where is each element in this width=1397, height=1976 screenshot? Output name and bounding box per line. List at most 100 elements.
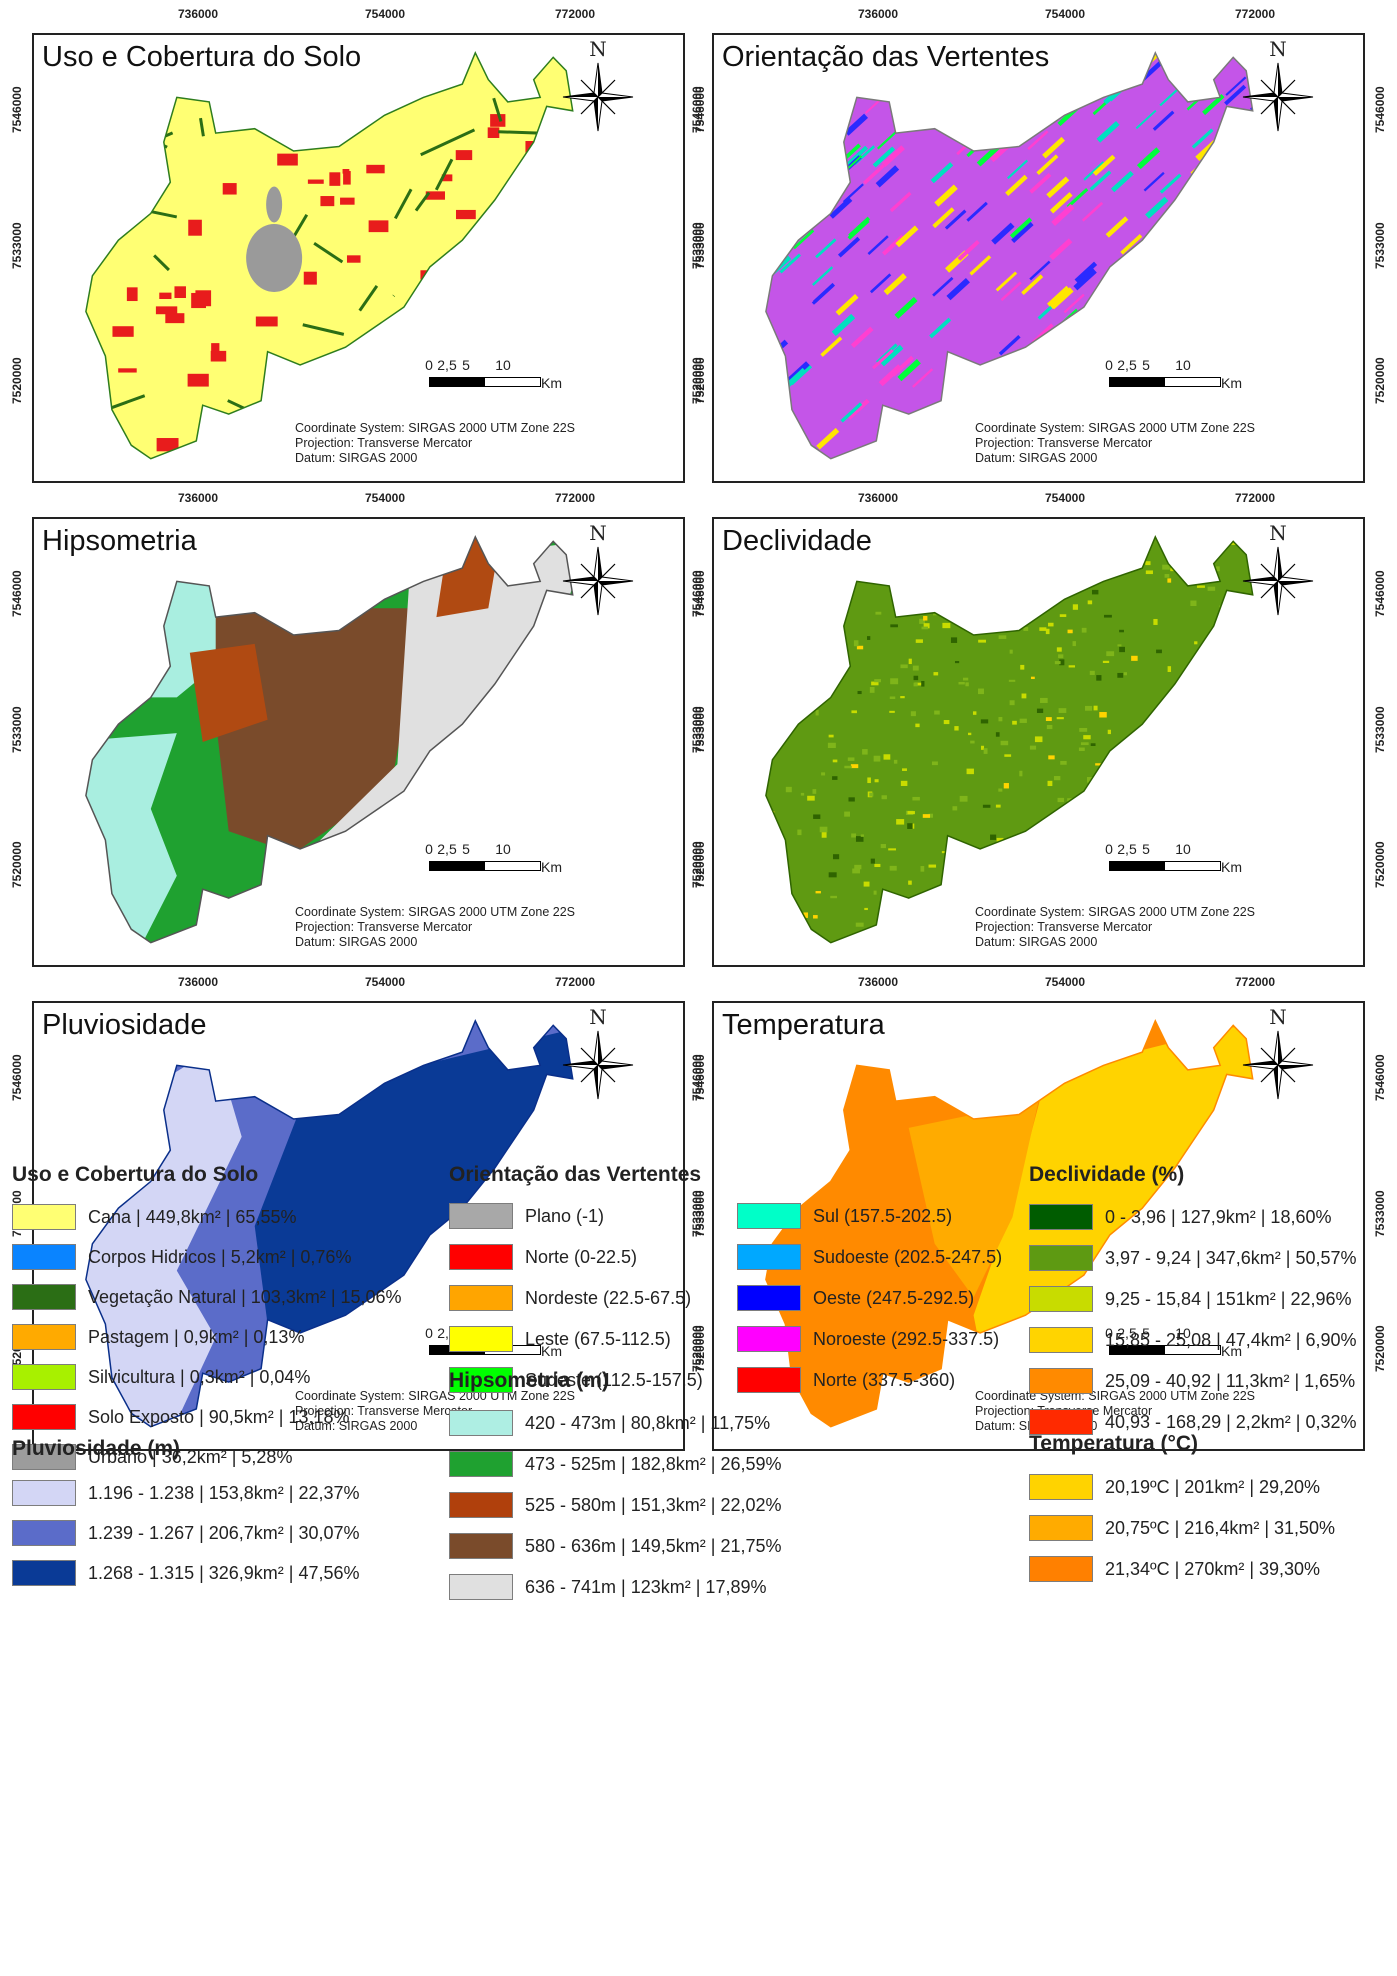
- x-coordinate-label: 772000: [1234, 491, 1276, 505]
- legend-label: 636 - 741m | 123km² | 17,89%: [525, 1576, 767, 1597]
- legend-label: Solo Exposto | 90,5km² | 13,18%: [88, 1406, 350, 1427]
- legend-label: Cana | 449,8km² | 65,55%: [88, 1206, 297, 1227]
- y-coordinate-label: 7520000: [10, 841, 24, 888]
- map-credits: Coordinate System: SIRGAS 2000 UTM Zone …: [295, 905, 575, 950]
- scale-tick-label: 2,5: [437, 841, 457, 857]
- scale-tick-label: 5: [1142, 357, 1150, 373]
- legend-label: Sudoeste (202.5-247.5): [813, 1246, 1003, 1267]
- legend-item: Sudeste (112.5-157.5): [449, 1366, 703, 1394]
- legend-item: Corpos Hidricos | 5,2km² | 0,76%: [12, 1243, 351, 1271]
- credit-line: Projection: Transverse Mercator: [295, 1404, 473, 1418]
- x-coordinate-label: 754000: [1044, 491, 1086, 505]
- scale-tick-label: 0: [1105, 357, 1113, 373]
- legend-item: 15,85 - 25,08 | 47,4km² | 6,90%: [1029, 1326, 1357, 1354]
- legend-item: Leste (67.5-112.5): [449, 1325, 671, 1353]
- legend-item: Plano (-1): [449, 1202, 604, 1230]
- scale-tick-label: 10: [495, 357, 511, 373]
- scale-unit: Km: [1221, 375, 1242, 391]
- x-coordinate-label: 736000: [177, 491, 219, 505]
- map-credits: Coordinate System: SIRGAS 2000 UTM Zone …: [975, 905, 1255, 950]
- x-coordinate-label: 772000: [1234, 975, 1276, 989]
- legend-label: Plano (-1): [525, 1205, 605, 1226]
- scale-tick-label: 2,5: [1117, 841, 1137, 857]
- y-coordinate-label: 7520000: [1373, 841, 1387, 888]
- legend-label: Vegetação Natural | 103,3km² | 15,06%: [88, 1286, 402, 1307]
- y-coordinate-label: 7546000: [1373, 1054, 1387, 1101]
- credit-line: Projection: Transverse Mercator: [295, 920, 473, 934]
- legend-item: Pastagem | 0,9km² | 0,13%: [12, 1323, 304, 1351]
- map-frame: Orientação das Vertentes N 0 2,5 5 10 Km Coordi…: [712, 33, 1365, 483]
- legend-item: 21,34ºC | 270km² | 39,30%: [1029, 1555, 1320, 1583]
- credit-line: Datum: SIRGAS 2000: [295, 935, 418, 949]
- legend-label: Nordeste (22.5-67.5): [525, 1287, 692, 1308]
- legend-label: 20,75ºC | 216,4km² | 31,50%: [1105, 1517, 1336, 1538]
- scale-unit: Km: [541, 1343, 562, 1359]
- legend-label: Corpos Hidricos | 5,2km² | 0,76%: [88, 1246, 352, 1267]
- legend-swatch: [449, 1285, 513, 1311]
- legend-swatch: [12, 1364, 76, 1390]
- y-coordinate-label: 7520000: [690, 357, 704, 404]
- y-coordinate-label: 7520000: [1373, 357, 1387, 404]
- scale-unit: Km: [1221, 859, 1242, 875]
- credit-line: Datum: SIRGAS 2000: [295, 451, 418, 465]
- legend-swatch: [12, 1404, 76, 1430]
- legend-swatch: [737, 1203, 801, 1229]
- map-image: [85, 534, 574, 944]
- scale-tick-label: 0: [1105, 841, 1113, 857]
- legend-label: 473 - 525m | 182,8km² | 26,59%: [525, 1453, 782, 1474]
- legend-item: 580 - 636m | 149,5km² | 21,75%: [449, 1532, 782, 1560]
- legend-item: Cana | 449,8km² | 65,55%: [12, 1203, 296, 1231]
- legend-item: 636 - 741m | 123km² | 17,89%: [449, 1573, 766, 1601]
- map-frame: Uso e Cobertura do Solo N 0 2,5 5 10 Km Coordin…: [32, 33, 685, 483]
- x-coordinate-label: 736000: [857, 975, 899, 989]
- scale-unit: Km: [1221, 1343, 1242, 1359]
- y-coordinate-label: 7520000: [10, 357, 24, 404]
- legend-label: 25,09 - 40,92 | 11,3km² | 1,65%: [1105, 1370, 1356, 1391]
- legend-item: Norte (0-22.5): [449, 1243, 637, 1271]
- legend-swatch: [12, 1444, 76, 1470]
- legend-swatch: [1029, 1368, 1093, 1394]
- scale-tick-label: 10: [1175, 357, 1191, 373]
- y-coordinate-label: 7546000: [690, 86, 704, 133]
- credit-line: Projection: Transverse Mercator: [975, 920, 1153, 934]
- scale-tick-label: 5: [462, 357, 470, 373]
- legend-label: 15,85 - 25,08 | 47,4km² | 6,90%: [1105, 1329, 1357, 1350]
- credit-line: Coordinate System: SIRGAS 2000 UTM Zone …: [295, 905, 575, 919]
- credit-line: Datum: SIRGAS 2000: [975, 451, 1098, 465]
- scale-tick-label: 0: [425, 841, 433, 857]
- legend-decl-title: Declividade (%): [1029, 1163, 1185, 1186]
- legend-item: 420 - 473m | 80,8km² | 11,75%: [449, 1409, 770, 1437]
- x-coordinate-label: 736000: [857, 7, 899, 21]
- legend-swatch: [12, 1284, 76, 1310]
- scale-tick-label: 5: [1142, 841, 1150, 857]
- credit-line: Datum: SIRGAS 2000: [295, 1419, 418, 1433]
- north-letter: N: [1269, 1005, 1287, 1029]
- legend-swatch: [12, 1560, 76, 1586]
- x-coordinate-label: 754000: [364, 7, 406, 21]
- scale-tick-label: 0: [1105, 1325, 1113, 1341]
- x-coordinate-label: 736000: [857, 491, 899, 505]
- legend-label: 580 - 636m | 149,5km² | 21,75%: [525, 1535, 782, 1556]
- y-coordinate-label: 7533000: [10, 706, 24, 753]
- scale-tick-label: 10: [495, 841, 511, 857]
- legend-swatch: [12, 1244, 76, 1270]
- legend-item: 20,75ºC | 216,4km² | 31,50%: [1029, 1514, 1335, 1542]
- y-coordinate-label: 7546000: [690, 570, 704, 617]
- legend-item: 1.196 - 1.238 | 153,8km² | 22,37%: [12, 1479, 360, 1507]
- y-coordinate-label: 7533000: [690, 1190, 704, 1237]
- scale-tick-label: 2,5: [437, 357, 457, 373]
- x-coordinate-label: 772000: [554, 7, 596, 21]
- credit-line: Datum: SIRGAS 2000: [975, 935, 1098, 949]
- legend-label: Sudeste (112.5-157.5): [525, 1369, 703, 1390]
- scale-tick-label: 10: [1175, 841, 1191, 857]
- legend-swatch: [449, 1367, 513, 1393]
- legend-swatch: [12, 1324, 76, 1350]
- legend-item: 25,09 - 40,92 | 11,3km² | 1,65%: [1029, 1367, 1355, 1395]
- y-coordinate-label: 7533000: [10, 222, 24, 269]
- legend-item: 20,19ºC | 201km² | 29,20%: [1029, 1473, 1320, 1501]
- legend-hipso-title: Hipsometria (m): [449, 1369, 609, 1392]
- credit-line: Coordinate System: SIRGAS 2000 UTM Zone …: [295, 421, 575, 435]
- north-letter: N: [1269, 521, 1287, 545]
